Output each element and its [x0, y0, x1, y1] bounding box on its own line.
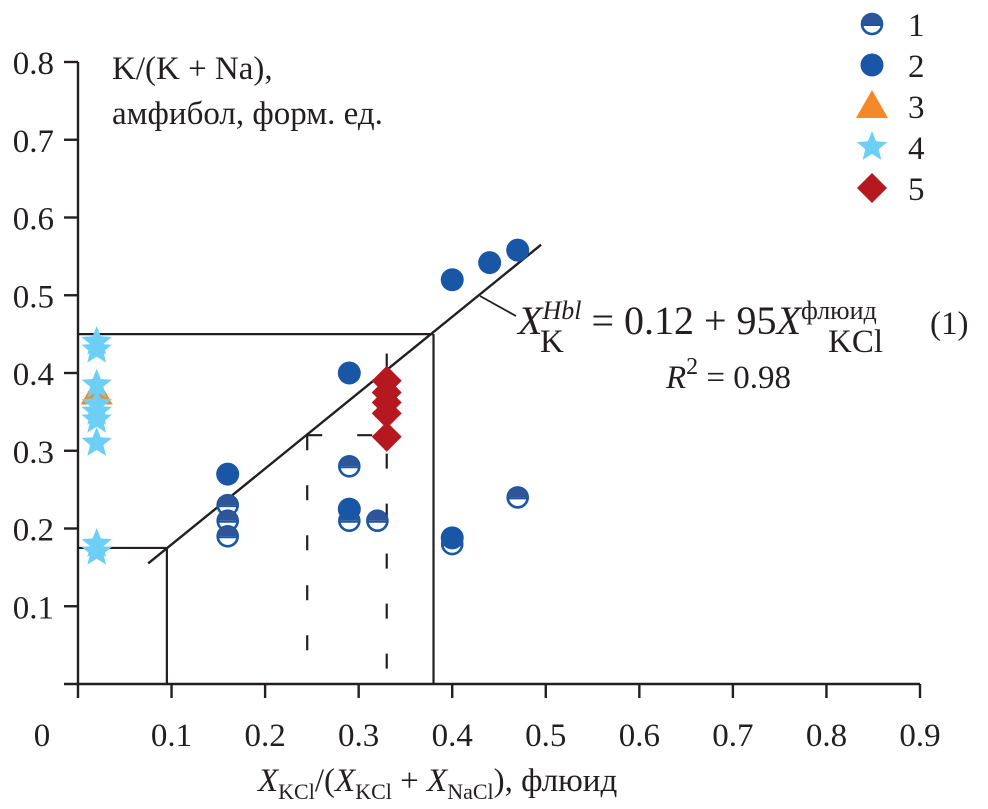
x-tick-label: 0.1 [151, 718, 192, 754]
svg-text:R2 = 0.98: R2 = 0.98 [665, 354, 791, 396]
x-tick-label: 0.9 [899, 718, 940, 754]
marker-shape [81, 333, 112, 363]
y-axis-label-line1: K/(K + Na), [112, 51, 273, 87]
data-point-series-2 [216, 462, 240, 486]
legend-label-3: 3 [908, 90, 925, 126]
data-point-series-1 [216, 524, 239, 548]
eq-lhs-sub: K [540, 324, 564, 360]
y-tick-label: 0.6 [13, 202, 54, 238]
legend-label-1: 1 [908, 8, 925, 44]
eq-lhs-sup: Hbl [541, 296, 581, 325]
eq-rhs: = 0.12 + 95 [581, 298, 776, 343]
marker-shape [81, 427, 112, 456]
data-point-series-4 [81, 333, 112, 363]
data-point-series-2 [337, 361, 361, 385]
regression-line [147, 243, 542, 565]
marker-top-fill [217, 510, 238, 521]
axes: 0.1 0.2 0.3 0.4 0.5 0.6 0.7 0.8 0 0.1 0.2 0.3 0.4 0.5… [13, 46, 941, 754]
y-tick-label: 0.4 [13, 357, 54, 393]
marker-shape [81, 403, 112, 433]
legend-label-4: 4 [908, 131, 925, 167]
marker-top-fill [507, 487, 528, 498]
legend-label-2: 2 [908, 49, 925, 85]
marker-top-fill [217, 495, 238, 506]
legend-label-5: 5 [908, 172, 925, 208]
data-point-series-4 [81, 403, 112, 433]
y-axis-label-line2: амфибол, форм. ед. [112, 96, 383, 132]
y-tick-label: 0.1 [13, 590, 54, 626]
data-point-series-4 [81, 368, 112, 398]
x-tick-label: 0.5 [525, 718, 566, 754]
marker-shape [506, 238, 530, 262]
marker-shape [337, 497, 361, 521]
y-tick-label: 0.3 [13, 435, 54, 471]
marker-shape [478, 251, 502, 275]
r2-sup: 2 [686, 354, 698, 380]
legend-marker-4 [856, 131, 888, 160]
y-tick-label: 0.2 [13, 513, 54, 549]
marker-shape [216, 462, 240, 486]
x-tick-label: 0.8 [806, 718, 847, 754]
r2-value: = 0.98 [698, 360, 791, 396]
legend: 1 2 3 4 5 [856, 8, 925, 208]
y-tick-label: 0.8 [13, 46, 54, 82]
marker-shape [860, 53, 884, 77]
marker-shape [81, 535, 112, 565]
x-axis-label: XKCl/(XKCl + XNaCl), флюид [256, 763, 617, 804]
marker-top-fill [217, 526, 238, 537]
marker-shape [856, 131, 888, 160]
marker-shape [371, 421, 402, 452]
equation-leader-line [479, 295, 517, 317]
x-tick-label: 0.6 [619, 718, 660, 754]
eq-rhs-var: X [775, 298, 803, 343]
data-point-series-2 [478, 251, 502, 275]
svg-text:XHbl = 0.12 + 95Xфлюид: XHbl = 0.12 + 95Xфлюид [516, 296, 877, 343]
eq-rhs-sub: KCl [828, 324, 883, 360]
data-point-series-1 [338, 454, 361, 478]
data-point-series-5 [371, 398, 402, 429]
x-tick-label: 0.4 [432, 718, 473, 754]
marker-top-fill [367, 510, 388, 521]
x-tick-label: 0.2 [244, 718, 285, 754]
data-point-series-2 [440, 526, 464, 550]
data-point-series-2 [506, 238, 530, 262]
data-point-series-2 [440, 268, 464, 292]
marker-shape [337, 361, 361, 385]
marker-shape [81, 368, 112, 398]
marker-top-fill [339, 456, 360, 467]
r2-var: R [665, 360, 686, 396]
y-tick-label: 0.7 [13, 124, 54, 160]
legend-marker-2 [860, 53, 884, 77]
regression-line-group [147, 243, 542, 565]
y-tick-label: 0.5 [13, 279, 54, 315]
marker-shape [371, 398, 402, 429]
data-point-series-1 [366, 509, 389, 533]
x-tick-label: 0.3 [338, 718, 379, 754]
legend-marker-1 [860, 12, 884, 36]
eq-number: (1) [930, 306, 968, 342]
data-point-series-4 [81, 535, 112, 565]
regression-equation: XHbl = 0.12 + 95Xфлюид K KCl (1) R2 = 0.… [516, 296, 968, 396]
marker-top-fill [862, 14, 882, 24]
data-point-series-4 [81, 427, 112, 456]
x-tick-label: 0 [34, 718, 51, 754]
marker-shape [440, 526, 464, 550]
marker-shape [440, 268, 464, 292]
marker-shape [857, 173, 887, 203]
data-points [80, 238, 530, 565]
data-point-series-5 [371, 421, 402, 452]
data-point-series-1 [506, 486, 530, 509]
x-tick-label: 0.7 [712, 718, 753, 754]
legend-marker-3 [856, 90, 888, 118]
eq-lhs-var: X [516, 298, 544, 343]
data-point-series-1 [216, 509, 239, 533]
data-point-series-2 [337, 497, 361, 521]
eq-rhs-sup: флюид [801, 296, 877, 325]
legend-marker-5 [857, 173, 887, 203]
marker-shape [856, 90, 888, 118]
